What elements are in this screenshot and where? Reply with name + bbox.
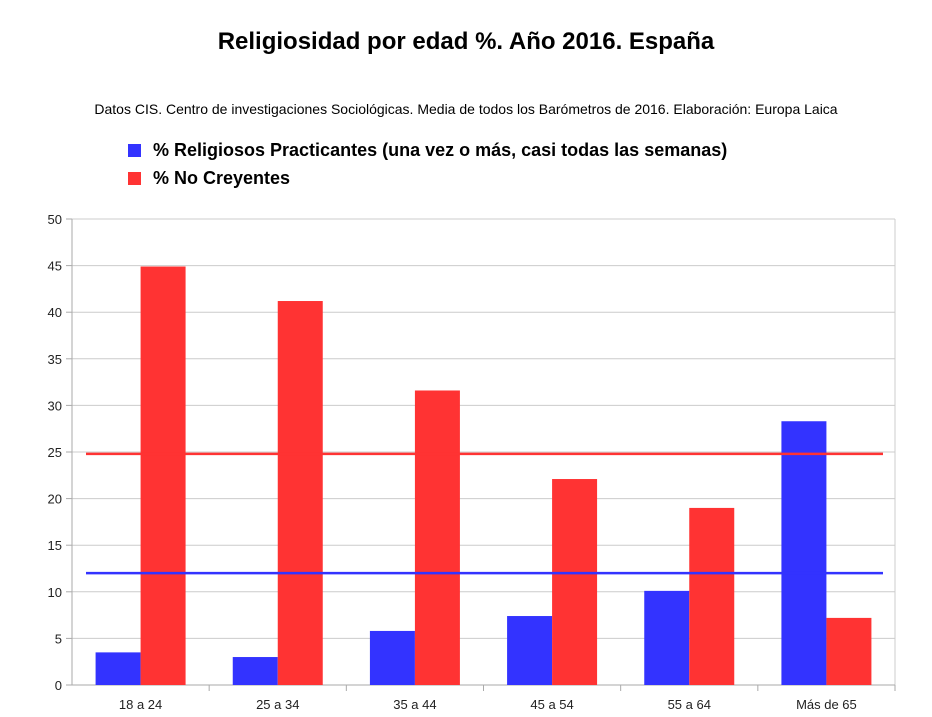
legend-label-practicantes: % Religiosos Practicantes (una vez o más… bbox=[153, 139, 728, 160]
legend-item-practicantes: % Religiosos Practicantes (una vez o más… bbox=[128, 136, 727, 164]
bar-practicantes bbox=[644, 590, 690, 685]
y-tick-label: 50 bbox=[48, 212, 62, 227]
x-tick-label: 18 a 24 bbox=[119, 697, 162, 712]
legend: % Religiosos Practicantes (una vez o más… bbox=[128, 136, 727, 192]
bar-no-creyentes bbox=[414, 390, 460, 685]
x-tick-label: 25 a 34 bbox=[256, 697, 299, 712]
legend-item-no-creyentes: % No Creyentes bbox=[128, 164, 727, 192]
bar-no-creyentes bbox=[277, 301, 323, 685]
legend-swatch-blue bbox=[128, 143, 141, 157]
bar-practicantes bbox=[232, 657, 278, 685]
y-tick-label: 0 bbox=[55, 678, 62, 693]
y-tick-label: 5 bbox=[55, 631, 62, 646]
legend-label-no-creyentes: % No Creyentes bbox=[153, 167, 291, 188]
bar-no-creyentes bbox=[140, 266, 186, 685]
y-tick-label: 35 bbox=[48, 352, 62, 367]
legend-swatch-red bbox=[128, 171, 141, 185]
y-tick-label: 20 bbox=[48, 492, 62, 507]
chart-title: Religiosidad por edad %. Año 2016. Españ… bbox=[217, 28, 715, 55]
y-tick-label: 15 bbox=[48, 538, 62, 553]
chart-subtitle: Datos CIS. Centro de investigaciones Soc… bbox=[94, 101, 838, 117]
y-tick-label: 40 bbox=[48, 305, 62, 320]
x-tick-label: 35 a 44 bbox=[393, 697, 436, 712]
y-tick-label: 45 bbox=[48, 259, 62, 274]
y-tick-label: 25 bbox=[48, 445, 62, 460]
bar-practicantes bbox=[95, 652, 141, 685]
x-tick-label: 55 a 64 bbox=[668, 697, 711, 712]
x-tick-label: Más de 65 bbox=[796, 697, 857, 712]
y-tick-label: 30 bbox=[48, 398, 62, 413]
bar-practicantes bbox=[507, 616, 553, 685]
bar-practicantes bbox=[781, 421, 827, 685]
x-tick-label: 45 a 54 bbox=[530, 697, 573, 712]
bar-no-creyentes bbox=[552, 479, 598, 685]
y-tick-label: 10 bbox=[48, 585, 62, 600]
bar-practicantes bbox=[369, 630, 415, 685]
bar-no-creyentes bbox=[826, 617, 872, 685]
bar-no-creyentes bbox=[689, 507, 735, 685]
